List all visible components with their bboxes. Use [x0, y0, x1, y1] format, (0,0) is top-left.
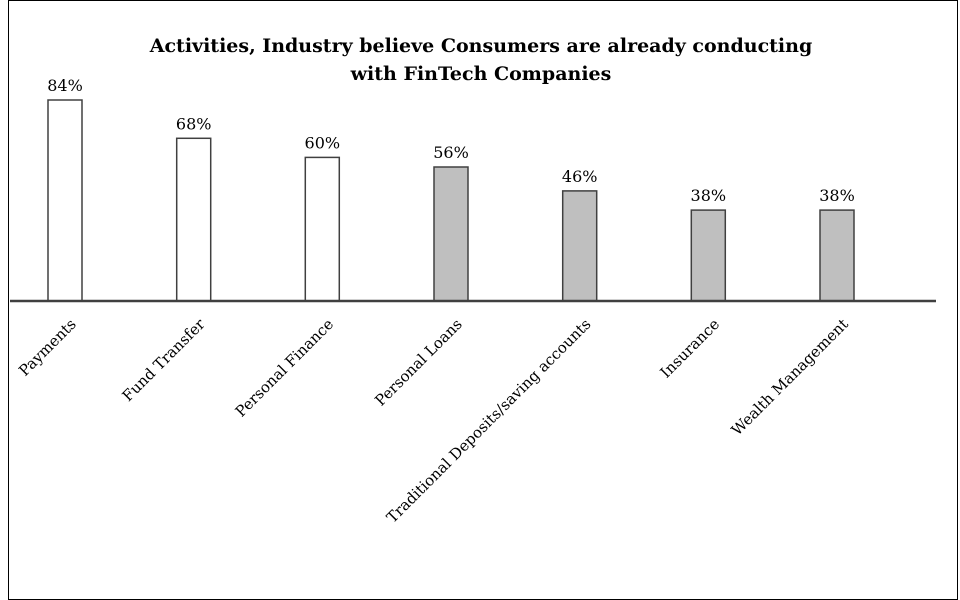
category-label-insurance: Insurance [657, 315, 724, 382]
bar-fund-transfer [175, 137, 212, 302]
value-label-fund-transfer: 68% [176, 114, 212, 133]
value-label-payments: 84% [47, 76, 83, 95]
value-label-personal-loans: 56% [433, 143, 469, 162]
bar-insurance [690, 209, 727, 302]
value-label-personal-finance: 60% [305, 133, 341, 152]
bar-wealth-management [819, 209, 855, 302]
bar-traditional-deposits-saving-accounts [561, 190, 598, 302]
chart-title-line-1: Activities, Industry believe Consumers a… [149, 35, 813, 57]
category-label-fund-transfer: Fund Transfer [119, 315, 210, 406]
value-label-insurance: 38% [691, 186, 727, 205]
category-labels: Payments Fund Transfer Personal Finance Per… [15, 315, 852, 527]
category-label-wealth-management: Wealth Management [728, 315, 852, 439]
value-labels: 84% 68% 60% 56% 46% 38% 38% [47, 76, 855, 205]
category-label-traditional-deposits-saving-accounts: Traditional Deposits/saving accounts [383, 315, 595, 527]
chart-title: Activities, Industry believe Consumers a… [149, 35, 813, 85]
value-label-wealth-management: 38% [819, 186, 855, 205]
value-label-traditional-deposits-saving-accounts: 46% [562, 167, 598, 186]
category-label-payments: Payments [15, 315, 80, 380]
bar-personal-loans [433, 166, 469, 302]
category-label-personal-finance: Personal Finance [232, 315, 338, 421]
bar-personal-finance [304, 156, 341, 302]
chart-title-line-2: with FinTech Companies [350, 63, 612, 85]
bar-payments [47, 99, 83, 302]
category-label-personal-loans: Personal Loans [371, 315, 466, 410]
bars [47, 99, 855, 302]
